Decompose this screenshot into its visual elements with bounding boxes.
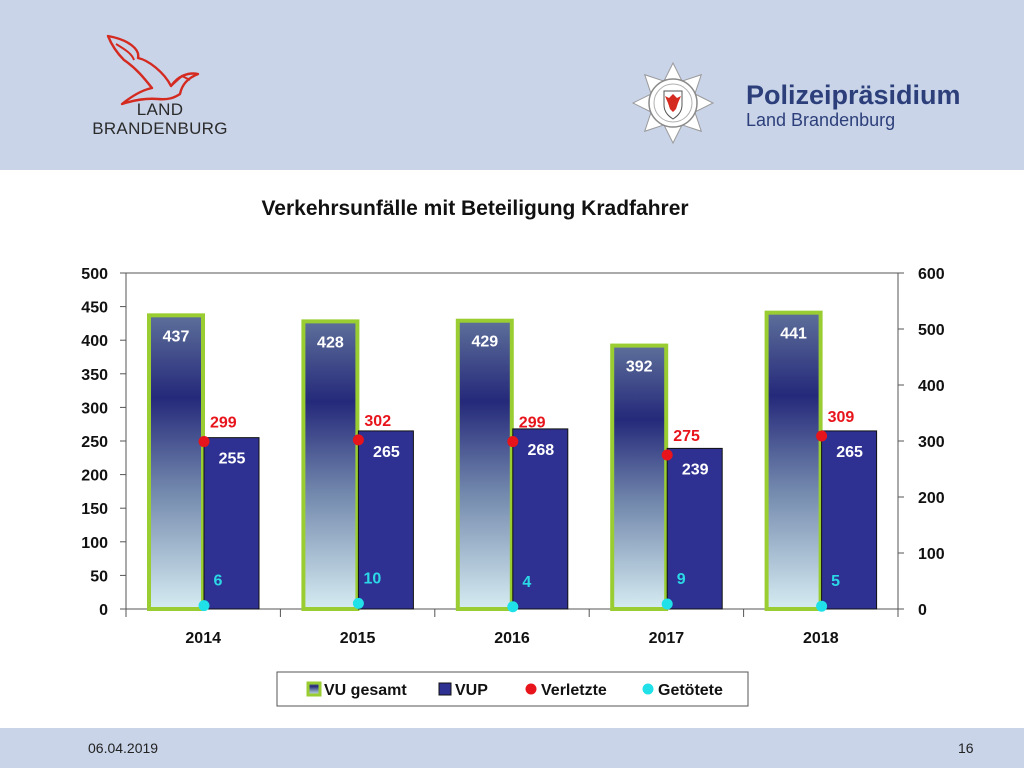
brandenburg-wordmark: LAND BRANDENBURG bbox=[80, 100, 240, 138]
bar-label-vup: 265 bbox=[373, 444, 400, 461]
marker-label-verletzte: 309 bbox=[828, 409, 855, 426]
marker-label-verletzte: 299 bbox=[210, 415, 237, 432]
x-tick-label: 2016 bbox=[494, 630, 530, 647]
legend-swatch-vup bbox=[438, 682, 452, 696]
legend-swatch-vu-gesamt bbox=[306, 681, 322, 697]
bar-vu-gesamt bbox=[301, 319, 360, 611]
y-tick-label: 350 bbox=[81, 367, 108, 384]
marker-verletzte bbox=[507, 436, 519, 448]
y2-tick-label: 100 bbox=[918, 546, 945, 563]
marker-label-getoetete: 5 bbox=[831, 573, 840, 590]
police-subtitle: Land Brandenburg bbox=[746, 110, 896, 130]
y-tick-label: 250 bbox=[81, 434, 108, 451]
x-tick-label: 2017 bbox=[649, 630, 685, 647]
police-star-emblem bbox=[631, 61, 715, 145]
y-tick-label: 500 bbox=[81, 266, 108, 283]
marker-label-getoetete: 10 bbox=[364, 570, 382, 587]
legend bbox=[276, 671, 749, 707]
footer-band bbox=[0, 728, 1024, 768]
bar-label-vu-gesamt: 392 bbox=[626, 359, 653, 376]
marker-getoetete bbox=[661, 598, 673, 610]
bar-label-vu-gesamt: 437 bbox=[163, 328, 190, 345]
legend-label: VU gesamt bbox=[324, 682, 407, 699]
marker-label-verletzte: 299 bbox=[519, 415, 546, 432]
marker-getoetete bbox=[352, 597, 364, 609]
page-number: 16 bbox=[958, 740, 974, 756]
brand-line1: LAND bbox=[136, 100, 184, 119]
bar-vu-gesamt bbox=[610, 343, 669, 611]
marker-label-verletzte: 302 bbox=[364, 413, 391, 430]
marker-label-getoetete: 4 bbox=[522, 574, 531, 591]
y2-tick-label: 300 bbox=[918, 434, 945, 451]
legend-swatch-marker bbox=[642, 683, 654, 695]
x-tick-label: 2015 bbox=[340, 630, 376, 647]
y-tick-label: 100 bbox=[81, 535, 108, 552]
bar-vu-gesamt bbox=[764, 310, 823, 611]
y-tick-label: 0 bbox=[99, 602, 108, 619]
y-tick-label: 200 bbox=[81, 468, 108, 485]
bar-vup bbox=[357, 430, 414, 610]
bar-vu-gesamt bbox=[455, 318, 514, 611]
bar-vup bbox=[821, 430, 878, 610]
legend-label: Getötete bbox=[658, 682, 723, 699]
y2-tick-label: 500 bbox=[918, 322, 945, 339]
legend-label: Verletzte bbox=[541, 682, 607, 699]
marker-verletzte bbox=[352, 434, 364, 446]
bar-label-vu-gesamt: 429 bbox=[471, 334, 498, 351]
marker-verletzte bbox=[198, 436, 210, 448]
bar-label-vup: 265 bbox=[836, 444, 863, 461]
bar-vup bbox=[666, 447, 723, 610]
police-title: Polizeipräsidium bbox=[746, 80, 961, 110]
brandenburg-eagle-logo bbox=[106, 34, 200, 106]
marker-getoetete bbox=[816, 600, 828, 612]
marker-verletzte bbox=[816, 430, 828, 442]
x-tick-label: 2014 bbox=[185, 630, 221, 647]
bar-label-vu-gesamt: 428 bbox=[317, 334, 344, 351]
brand-line2: BRANDENBURG bbox=[92, 119, 228, 138]
bar-vup bbox=[203, 437, 260, 610]
marker-label-getoetete: 6 bbox=[214, 573, 223, 590]
marker-getoetete bbox=[507, 601, 519, 613]
y2-tick-label: 600 bbox=[918, 266, 945, 283]
marker-label-verletzte: 275 bbox=[673, 428, 700, 445]
legend-swatch-marker bbox=[525, 683, 537, 695]
bar-label-vup: 239 bbox=[682, 461, 709, 478]
legend-label: VUP bbox=[455, 682, 488, 699]
bar-label-vup: 255 bbox=[219, 451, 246, 468]
bar-label-vu-gesamt: 441 bbox=[780, 326, 807, 343]
marker-getoetete bbox=[198, 600, 210, 612]
y-tick-label: 450 bbox=[81, 300, 108, 317]
y2-tick-label: 200 bbox=[918, 490, 945, 507]
y-tick-label: 50 bbox=[90, 568, 108, 585]
police-wordmark: Polizeipräsidium Land Brandenburg bbox=[746, 80, 961, 130]
marker-label-getoetete: 9 bbox=[677, 571, 686, 588]
y-tick-label: 300 bbox=[81, 400, 108, 417]
chart-title: Verkehrsunfälle mit Beteiligung Kradfahr… bbox=[261, 197, 689, 220]
chart: 0 50 100 150 200 250 300 350 400 450 500 0 100 200 300… bbox=[81, 266, 945, 707]
marker-verletzte bbox=[661, 449, 673, 461]
bar-label-vup: 268 bbox=[527, 442, 554, 459]
y-tick-label: 150 bbox=[81, 501, 108, 518]
bar-vu-gesamt bbox=[147, 313, 205, 611]
x-tick-label: 2018 bbox=[803, 630, 839, 647]
bar-vup bbox=[512, 428, 569, 610]
y2-tick-label: 0 bbox=[918, 602, 927, 619]
y2-tick-label: 400 bbox=[918, 378, 945, 395]
footer-date: 06.04.2019 bbox=[88, 740, 159, 756]
y-tick-label: 400 bbox=[81, 333, 108, 350]
